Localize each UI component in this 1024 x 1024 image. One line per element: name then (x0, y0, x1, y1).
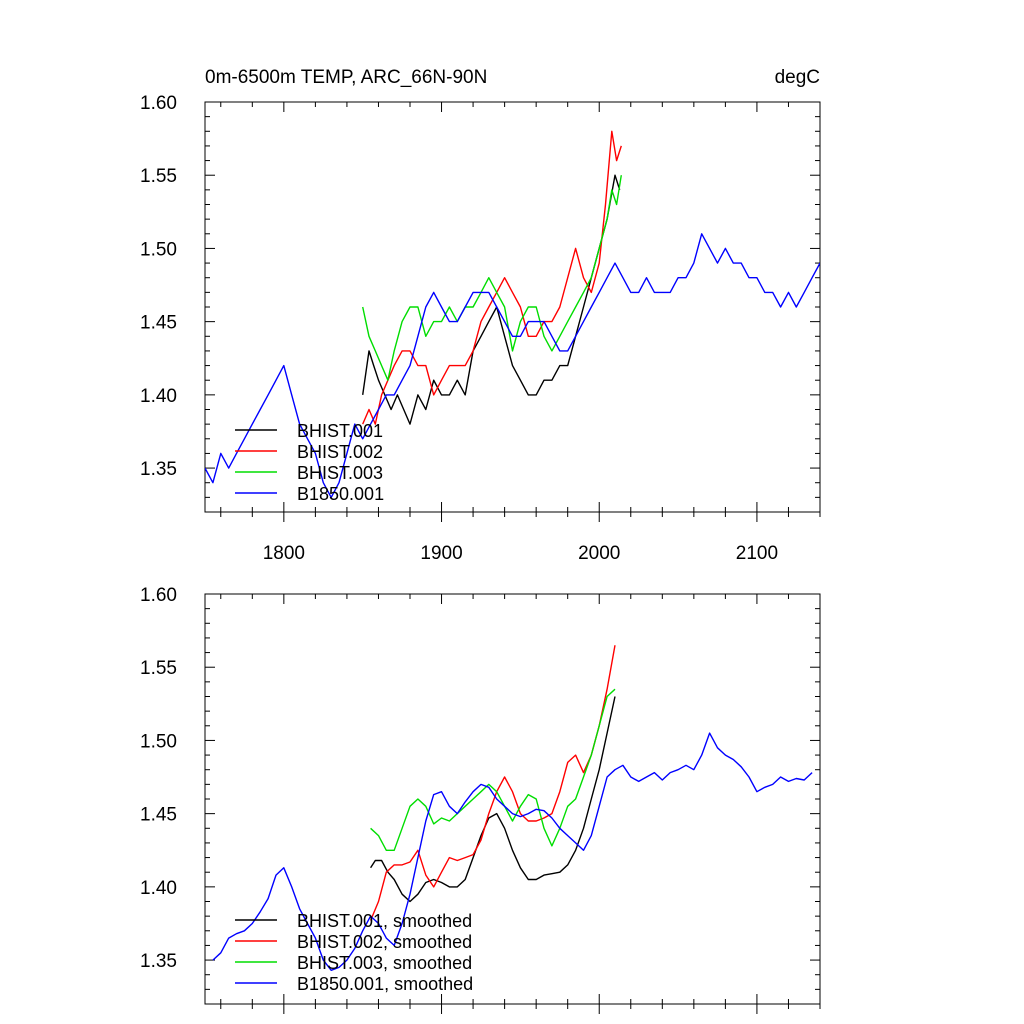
legend-label: BHIST.001, smoothed (297, 911, 472, 931)
y-tick-label: 1.50 (140, 239, 177, 260)
y-tick-label: 1.55 (140, 658, 177, 679)
series-group (205, 130, 820, 499)
y-tick-label: 1.50 (140, 731, 177, 752)
y-tick-label: 1.45 (140, 313, 177, 334)
x-tick-label: 1800 (263, 543, 305, 564)
series-line (362, 174, 621, 425)
y-tick-label: 1.60 (140, 585, 177, 606)
y-tick-label: 1.35 (140, 459, 177, 480)
units-label: degC (775, 67, 820, 88)
series-group (212, 645, 813, 971)
x-tick-label: 2000 (578, 543, 620, 564)
y-tick-label: 1.35 (140, 951, 177, 972)
y-tick-label: 1.55 (140, 166, 177, 187)
legend-label: B1850.001 (297, 484, 384, 504)
legend-label: BHIST.003, smoothed (297, 953, 472, 973)
series-line (370, 696, 616, 903)
y-tick-label: 1.60 (140, 93, 177, 114)
y-tick-label: 1.40 (140, 386, 177, 407)
chart-title: 0m-6500m TEMP, ARC_66N-90N (205, 67, 487, 88)
legend-label: B1850.001, smoothed (297, 974, 473, 994)
series-line (370, 688, 616, 851)
legend-label: BHIST.002 (297, 442, 383, 462)
y-tick-label: 1.40 (140, 878, 177, 899)
series-line (212, 732, 813, 971)
legend-label: BHIST.001 (297, 421, 383, 441)
series-line (369, 645, 616, 921)
legend-label: BHIST.003 (297, 463, 383, 483)
series-line (205, 233, 820, 499)
top-panel: 1800 1900 2000 2100 1.35 1.40 1.45 1.50 1.55 1.60… (140, 93, 821, 564)
x-tick-label: 1900 (420, 543, 462, 564)
series-line (362, 175, 622, 381)
x-tick-label: 2100 (736, 543, 778, 564)
legend-label: BHIST.002, smoothed (297, 932, 472, 952)
y-tick-label: 1.45 (140, 805, 177, 826)
bottom-panel: 1.35 1.40 1.45 1.50 1.55 1.60 BHIST.001, smoot… (140, 585, 821, 1014)
